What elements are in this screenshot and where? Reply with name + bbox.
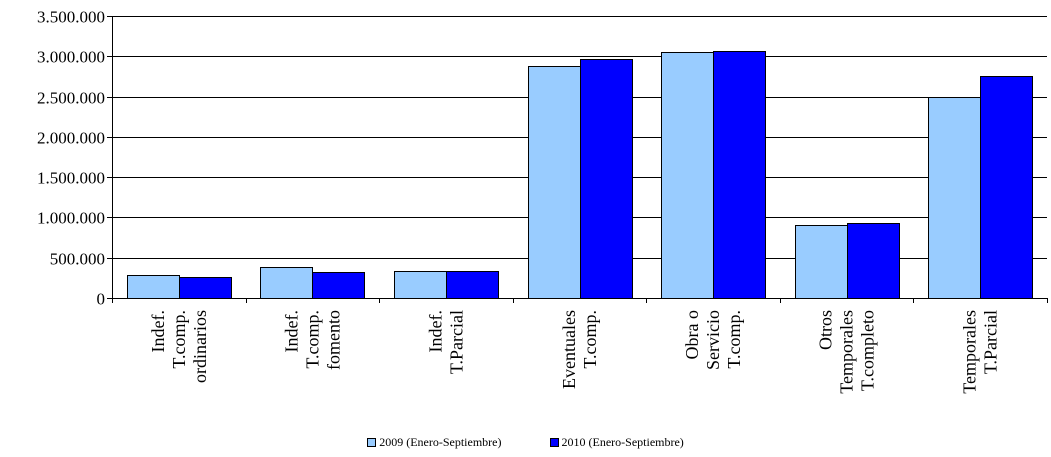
bar-2009-0: [127, 275, 180, 299]
bar-2010-3: [580, 59, 633, 299]
x-category-line: T.comp.: [580, 310, 600, 369]
x-category-label: Indef. T.comp. fomento: [281, 310, 343, 370]
bar-2009-4: [661, 52, 714, 299]
x-category-label: Indef. T.comp. ordinarios: [148, 310, 210, 383]
legend-item-2010: 2010 (Enero-Septiembre): [549, 434, 684, 450]
x-category-line: T.comp.: [302, 310, 322, 369]
x-category-label: Temporales T.Parcial: [960, 310, 1001, 394]
y-tick-label: 3.500.000: [37, 8, 105, 27]
y-axis-ticks: 0 500.000 1.000.000 1.500.000 2.000.000 2.500…: [37, 8, 112, 309]
x-category-label: Obra o Servicio T.comp.: [682, 310, 744, 370]
x-category-line: T.completo: [858, 310, 878, 391]
bar-2010-6: [980, 76, 1033, 299]
bar-2010-1: [312, 272, 365, 299]
x-category-label: Indef. T.Parcial: [425, 310, 466, 374]
x-category-line: Temporales: [960, 310, 980, 394]
bar-2009-6: [928, 97, 981, 299]
x-category-line: Temporales: [837, 310, 857, 394]
y-tick-label: 1.000.000: [37, 209, 105, 228]
bar-chart: 0 500.000 1.000.000 1.500.000 2.000.000 2.500…: [37, 8, 1048, 394]
x-category-line: T.Parcial: [446, 310, 466, 374]
x-category-line: fomento: [323, 310, 343, 370]
bar-2010-0: [179, 277, 232, 299]
y-tick-label: 2.500.000: [37, 89, 105, 108]
x-axis-labels: Indef. T.comp. ordinarios Indef. T.comp. fome…: [148, 310, 1001, 394]
x-category-line: T.Parcial: [981, 310, 1001, 374]
bar-2009-5: [795, 225, 848, 299]
y-tick-label: 500.000: [50, 250, 105, 269]
legend-swatch-2009: [367, 437, 377, 447]
bar-2009-2: [394, 271, 447, 299]
x-category-line: Indef.: [281, 310, 301, 352]
x-category-line: T.comp.: [724, 310, 744, 369]
x-category-line: T.comp.: [169, 310, 189, 369]
x-category-line: Obra o: [682, 310, 702, 359]
bar-2010-5: [847, 223, 900, 299]
bar-2010-4: [713, 51, 766, 299]
x-category-line: Eventuales: [559, 310, 579, 389]
bars: [127, 51, 1033, 299]
x-category-label: Otros Temporales T.completo: [816, 310, 878, 394]
bar-2010-2: [446, 271, 499, 299]
y-tick-label: 2.000.000: [37, 129, 105, 148]
x-category-line: Otros: [816, 310, 836, 350]
x-category-line: ordinarios: [190, 310, 210, 383]
legend: 2009 (Enero-Septiembre) 2010 (Enero-Sept…: [0, 434, 1051, 450]
y-tick-label: 0: [97, 290, 106, 309]
legend-label-2009: 2009 (Enero-Septiembre): [379, 434, 502, 449]
bar-2009-1: [260, 267, 313, 299]
x-category-line: Indef.: [425, 310, 445, 352]
bar-2009-3: [528, 66, 581, 299]
legend-item-2009: 2009 (Enero-Septiembre): [367, 434, 502, 450]
x-category-label: Eventuales T.comp.: [559, 310, 600, 389]
y-tick-label: 1.500.000: [37, 169, 105, 188]
y-tick-label: 3.000.000: [37, 48, 105, 67]
x-category-line: Servicio: [703, 310, 723, 370]
legend-label-2010: 2010 (Enero-Septiembre): [561, 434, 684, 449]
axes: [112, 16, 1048, 303]
x-category-line: Indef.: [148, 310, 168, 352]
legend-swatch-2010: [549, 437, 559, 447]
